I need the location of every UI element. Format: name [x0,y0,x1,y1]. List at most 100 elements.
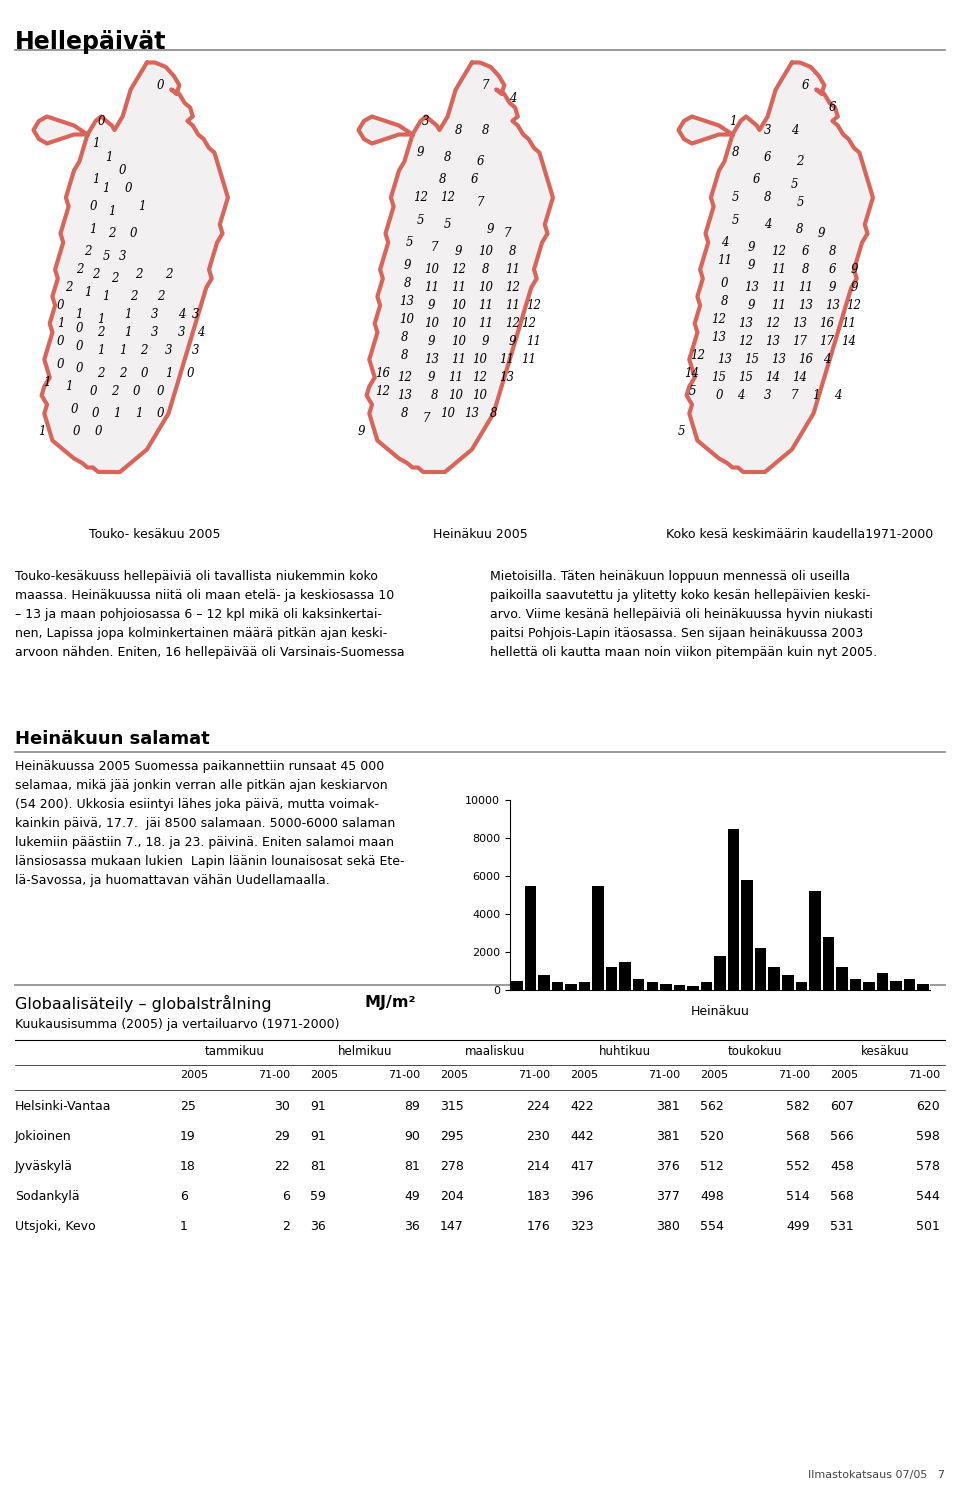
Text: 0: 0 [57,358,64,371]
Text: 7: 7 [503,227,511,239]
Text: 3: 3 [764,124,771,136]
Text: 8: 8 [482,124,490,136]
Text: 15: 15 [738,371,754,384]
Text: 12: 12 [396,371,412,384]
Text: 512: 512 [700,1159,724,1173]
Text: 12: 12 [505,281,520,295]
Text: 3: 3 [192,308,200,322]
Text: 0: 0 [156,407,164,420]
Text: 562: 562 [700,1100,724,1113]
Text: 3: 3 [119,250,127,262]
Text: 5: 5 [417,214,424,226]
Text: 9: 9 [487,223,494,235]
Text: 1: 1 [113,407,121,420]
Text: Kuukausisumma (2005) ja vertailuarvo (1971-2000): Kuukausisumma (2005) ja vertailuarvo (19… [15,1017,340,1031]
Text: Mietoisilla. Täten heinäkuun loppuun mennessä oli useilla
paikoilla saavutettu j: Mietoisilla. Täten heinäkuun loppuun men… [490,570,877,660]
Text: 10: 10 [424,263,439,275]
Bar [646,983,658,990]
Text: 11: 11 [771,299,786,313]
Bar [836,968,848,990]
Text: 442: 442 [570,1129,593,1143]
Text: 499: 499 [786,1221,810,1233]
Text: 71-00: 71-00 [778,1070,810,1080]
Text: 0: 0 [73,425,81,438]
Text: 8: 8 [403,277,411,290]
Polygon shape [41,63,228,473]
Text: 6: 6 [828,263,836,275]
Text: 9: 9 [427,335,435,349]
Text: 49: 49 [404,1189,420,1203]
Text: 3: 3 [179,326,185,340]
Text: 1: 1 [108,205,115,217]
Text: 71-00: 71-00 [258,1070,290,1080]
Text: 620: 620 [916,1100,940,1113]
Bar [714,956,726,990]
Text: 598: 598 [916,1129,940,1143]
Bar [565,984,577,990]
Text: 90: 90 [404,1129,420,1143]
Text: 4: 4 [509,91,516,105]
Text: 2: 2 [65,281,72,295]
Text: 12: 12 [472,371,488,384]
Text: 2: 2 [119,367,127,380]
Text: Heinäkuussa 2005 Suomessa paikannettiin runsaat 45 000
selamaa, mikä jää jonkin : Heinäkuussa 2005 Suomessa paikannettiin … [15,760,404,887]
Text: Touko-kesäkuuss hellepäiviä oli tavallista niukemmin koko
maassa. Heinäkuussa ni: Touko-kesäkuuss hellepäiviä oli tavallis… [15,570,404,660]
Text: 278: 278 [440,1159,464,1173]
Text: 1: 1 [124,326,132,340]
Text: 568: 568 [786,1129,810,1143]
Text: 2005: 2005 [830,1070,858,1080]
Text: 6: 6 [828,102,836,114]
Text: 7: 7 [430,241,438,253]
Text: maaliskuu: maaliskuu [465,1046,525,1058]
Text: 15: 15 [744,353,759,367]
Text: 2005: 2005 [700,1070,728,1080]
Text: 323: 323 [570,1221,593,1233]
Text: 2: 2 [156,290,164,304]
Text: 12: 12 [765,317,780,331]
Text: 0: 0 [94,425,102,438]
Text: 1: 1 [37,425,45,438]
Text: 1: 1 [165,367,172,380]
Text: 7: 7 [482,78,490,91]
Text: 0: 0 [76,340,84,353]
Text: 5: 5 [732,214,739,226]
Text: 501: 501 [916,1221,940,1233]
Text: 8: 8 [400,331,408,344]
Text: 1: 1 [103,290,110,304]
Text: 4: 4 [737,389,744,402]
Text: 607: 607 [830,1100,853,1113]
Text: 295: 295 [440,1129,464,1143]
Polygon shape [679,117,732,144]
Text: 11: 11 [771,263,786,275]
Text: 14: 14 [765,371,780,384]
Text: 11: 11 [526,335,541,349]
Text: 498: 498 [700,1189,724,1203]
Text: 71-00: 71-00 [648,1070,680,1080]
Text: 0: 0 [70,402,78,416]
Text: 514: 514 [786,1189,810,1203]
Text: 11: 11 [521,353,536,367]
Text: 0: 0 [57,335,64,349]
Text: 12: 12 [847,299,861,313]
Text: 13: 13 [738,317,754,331]
Text: 0: 0 [124,183,132,194]
Text: 5: 5 [103,250,110,262]
Text: 554: 554 [700,1221,724,1233]
Bar [850,978,861,990]
Text: 5: 5 [406,236,414,248]
Text: 71-00: 71-00 [517,1070,550,1080]
Text: 0: 0 [119,165,127,177]
Text: 9: 9 [357,425,365,438]
Text: huhtikuu: huhtikuu [599,1046,651,1058]
Text: 13: 13 [711,331,727,344]
Text: 2: 2 [97,367,105,380]
Text: 16: 16 [820,317,834,331]
Bar [524,886,536,990]
Text: 1: 1 [92,174,99,186]
Text: 8: 8 [764,191,771,203]
Text: 13: 13 [793,317,807,331]
Text: 14: 14 [841,335,856,349]
Text: 10: 10 [424,317,439,331]
Text: 25: 25 [180,1100,196,1113]
Text: 81: 81 [310,1159,325,1173]
